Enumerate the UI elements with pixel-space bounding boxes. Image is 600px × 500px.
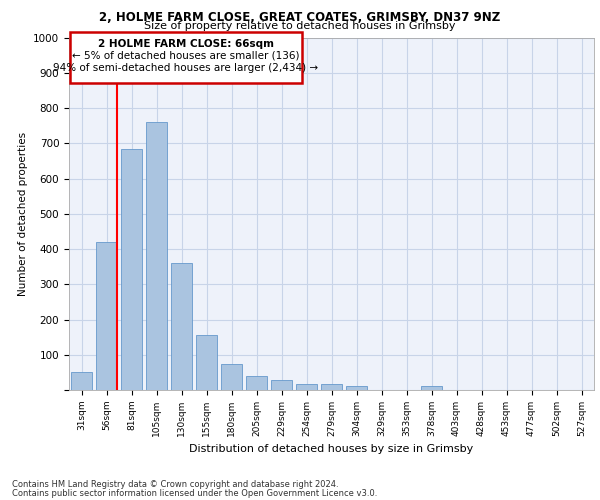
Text: 2 HOLME FARM CLOSE: 66sqm: 2 HOLME FARM CLOSE: 66sqm: [98, 38, 274, 48]
Bar: [121, 148, 142, 390]
Text: 94% of semi-detached houses are larger (2,434) →: 94% of semi-detached houses are larger (…: [53, 63, 319, 73]
Text: Contains public sector information licensed under the Open Government Licence v3: Contains public sector information licen…: [12, 488, 377, 498]
Bar: [96, 242, 117, 390]
Bar: [246, 376, 267, 390]
Bar: [421, 386, 442, 390]
Bar: [70, 32, 302, 84]
Bar: [296, 384, 317, 390]
Y-axis label: Number of detached properties: Number of detached properties: [17, 132, 28, 296]
Bar: [321, 384, 342, 390]
X-axis label: Distribution of detached houses by size in Grimsby: Distribution of detached houses by size …: [190, 444, 473, 454]
Bar: [221, 364, 242, 390]
Bar: [146, 122, 167, 390]
Bar: [346, 386, 367, 390]
Bar: [196, 336, 217, 390]
Text: 2, HOLME FARM CLOSE, GREAT COATES, GRIMSBY, DN37 9NZ: 2, HOLME FARM CLOSE, GREAT COATES, GRIMS…: [100, 11, 500, 24]
Bar: [71, 372, 92, 390]
Bar: [171, 263, 192, 390]
Text: Contains HM Land Registry data © Crown copyright and database right 2024.: Contains HM Land Registry data © Crown c…: [12, 480, 338, 489]
Bar: [271, 380, 292, 390]
Text: Size of property relative to detached houses in Grimsby: Size of property relative to detached ho…: [144, 21, 456, 31]
Text: ← 5% of detached houses are smaller (136): ← 5% of detached houses are smaller (136…: [72, 50, 299, 60]
